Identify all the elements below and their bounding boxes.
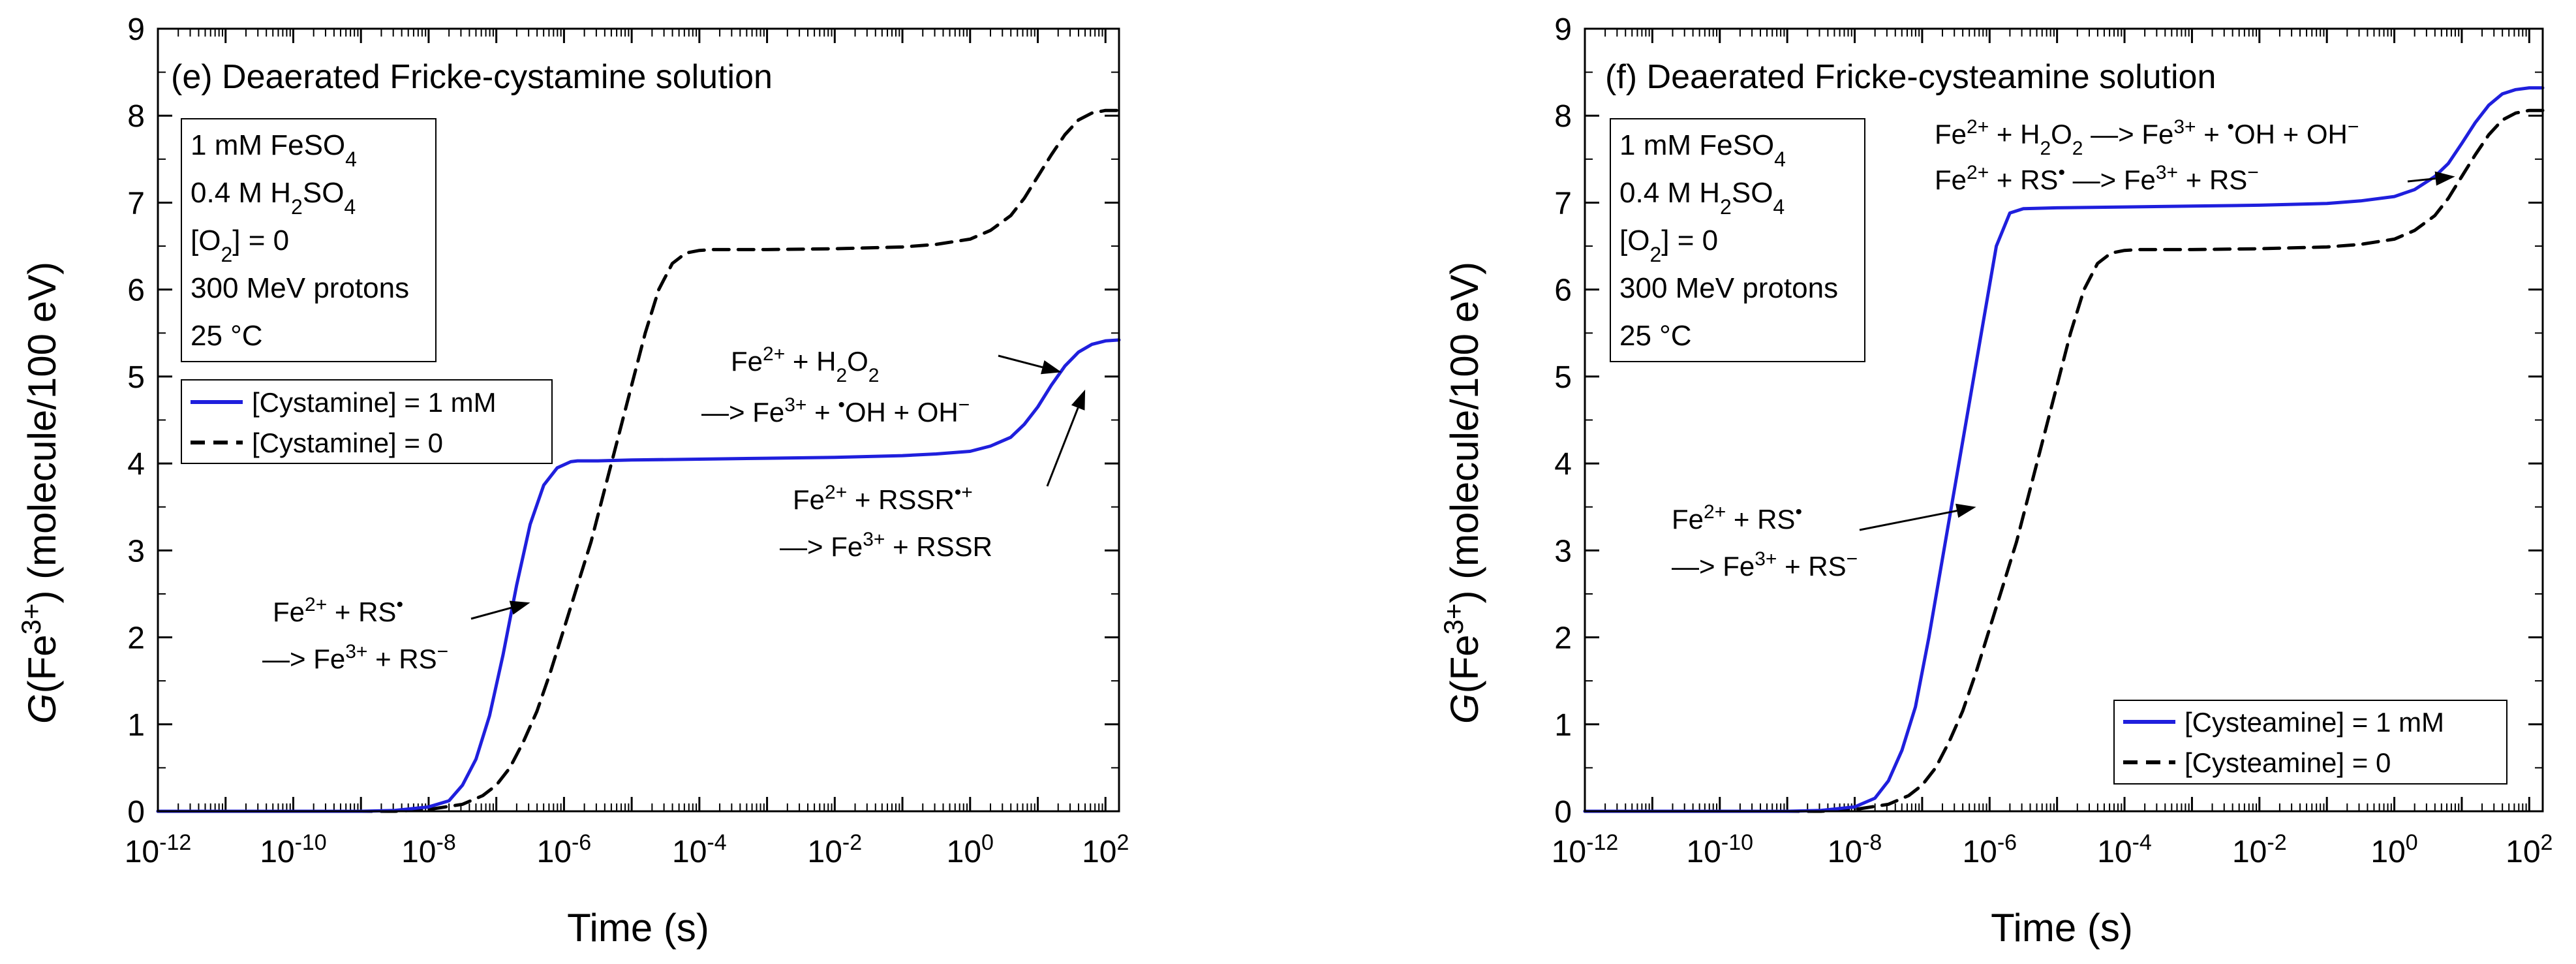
series-line-dashed (1583, 108, 2545, 813)
panel-f-title: Deaerated Fricke-cysteamine solution (1647, 58, 2216, 96)
annotation-arrow (1046, 407, 1079, 487)
annotation-text: —> Fe3+ + •OH + OH− (701, 394, 970, 428)
x-tick-label: 10-4 (672, 830, 727, 869)
annotation-text: Fe2+ + RS• (273, 594, 403, 628)
annotation-text: Fe2+ + RSSR•+ (793, 482, 973, 516)
annotation-text: —> Fe3+ + RS− (1672, 548, 1858, 582)
y-tick-label: 6 (1554, 273, 1572, 308)
y-tick-label: 6 (127, 273, 145, 308)
plot-frame (157, 27, 1120, 813)
x-tick-label: 10-4 (2097, 830, 2152, 869)
annotation-text: Fe2+ + RS• (1672, 501, 1802, 535)
panel-e-xlabel: Time (s) (567, 906, 709, 950)
x-tick-label: 10-10 (1686, 830, 1753, 869)
condition-line: 300 MeV protons (1619, 272, 1838, 304)
y-tick-label: 9 (1554, 12, 1572, 47)
chart-panel-f: 10-12 10-10 10-8 10-6 10-4 10-2 100 102 0 1 2 3 4 5 6 7… (1438, 12, 2553, 950)
panel-e-conditions-box: 1 mM FeSO4 0.4 M H2SO4 [O2] = 0 300 MeV … (181, 118, 437, 362)
annotation-text: —> Fe3+ + RSSR (780, 529, 992, 563)
x-tick-label: 100 (947, 830, 994, 869)
panel-f-label: (f) Deaerated Fricke-cysteamine solution (1605, 58, 2216, 96)
y-tick-label: 5 (127, 360, 145, 395)
y-tick-label: 3 (1554, 534, 1572, 568)
series-line-solid (1583, 86, 2545, 813)
y-tick-label: 0 (127, 795, 145, 830)
y-tick-label: 4 (1554, 447, 1572, 482)
legend-entry: [Cysteamine] = 1 mM (2185, 707, 2444, 738)
panel-e-legend: [Cystamine] = 1 mM [Cystamine] = 0 (181, 379, 553, 464)
x-tick-label: 100 (2370, 830, 2417, 869)
annotation-arrowhead (1955, 503, 1976, 518)
panel-e-label: (e) Deaerated Fricke-cystamine solution (171, 58, 773, 96)
y-tick-label: 8 (1554, 99, 1572, 134)
x-tick-label: 10-12 (1552, 830, 1619, 869)
x-tick-label: 10-2 (2232, 830, 2287, 869)
y-tick-label: 3 (127, 534, 145, 568)
x-tick-label: 10-6 (537, 830, 592, 869)
annotation-arrow (1859, 510, 1957, 531)
y-tick-label: 1 (1554, 708, 1572, 743)
panel-f-legend: [Cysteamine] = 1 mM [Cysteamine] = 0 (2113, 700, 2507, 785)
x-tick-label: 10-10 (260, 830, 327, 869)
annotation-arrowhead (2434, 171, 2455, 186)
annotation-arrowhead (509, 600, 530, 615)
y-tick-label: 7 (127, 186, 145, 221)
annotation-text: —> Fe3+ + RS− (262, 641, 448, 675)
panel-f-conditions-box: 1 mM FeSO4 0.4 M H2SO4 [O2] = 0 300 MeV … (1610, 118, 1865, 362)
x-tick-label: 10-8 (401, 830, 456, 869)
panel-f-xlabel: Time (s) (1991, 906, 2133, 950)
y-tick-label: 1 (127, 708, 145, 743)
panel-e-title: Deaerated Fricke-cystamine solution (222, 58, 773, 96)
y-tick-label: 2 (1554, 621, 1572, 656)
series-line-dashed (156, 108, 1121, 813)
y-tick-label: 4 (127, 447, 145, 482)
annotation-arrow (2407, 178, 2436, 183)
y-tick-label: 5 (1554, 360, 1572, 395)
legend-entry: [Cysteamine] = 0 (2185, 747, 2391, 778)
condition-line: 25 °C (1619, 320, 1692, 352)
x-tick-label: 10-12 (125, 830, 192, 869)
annotation-arrow (998, 354, 1043, 369)
annotation-arrowhead (1071, 389, 1086, 411)
panel-f-ylabel: G(Fe3+) (molecule/100 eV) (1438, 262, 1487, 724)
legend-entry: [Cystamine] = 1 mM (252, 387, 497, 418)
condition-line: 25 °C (191, 320, 263, 352)
annotation-text: Fe2+ + RS• —> Fe3+ + RS− (1935, 162, 2259, 196)
annotation-arrowhead (1041, 360, 1062, 375)
panel-f-annotations: Fe2+ + H2O2 —> Fe3+ + •OH + OH− Fe2+ + R… (1672, 116, 2359, 582)
chart-panel-e: 10-12 10-10 10-8 10-6 10-4 10-2 100 102 0 1 2 3 4 5 6 7… (16, 12, 1129, 950)
panel-e-ylabel: G(Fe3+) (molecule/100 eV) (16, 262, 65, 724)
series-line-solid (156, 338, 1121, 813)
annotation-text: Fe2+ + H2O2 —> Fe3+ + •OH + OH− (1935, 116, 2359, 159)
y-tick-label: 2 (127, 621, 145, 656)
x-tick-label: 10-8 (1828, 830, 1882, 869)
y-tick-label: 9 (127, 12, 145, 47)
x-tick-label: 102 (2506, 830, 2553, 869)
annotation-text: Fe2+ + H2O2 (731, 343, 879, 386)
x-tick-label: 102 (1082, 830, 1129, 869)
legend-entry: [Cystamine] = 0 (252, 428, 443, 458)
annotation-arrow (470, 606, 512, 620)
y-tick-label: 8 (127, 99, 145, 134)
condition-line: 300 MeV protons (191, 272, 409, 304)
y-tick-label: 0 (1554, 795, 1572, 830)
x-tick-label: 10-2 (808, 830, 863, 869)
y-tick-label: 7 (1554, 186, 1572, 221)
x-tick-label: 10-6 (1962, 830, 2017, 869)
plot-frame (1584, 27, 2544, 813)
